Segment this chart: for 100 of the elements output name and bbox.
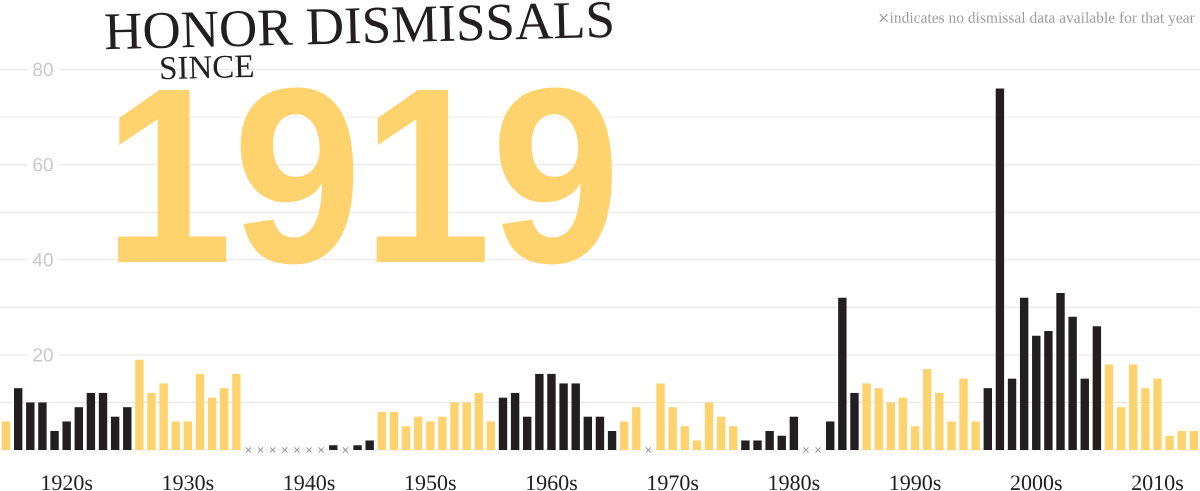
bar <box>123 407 132 450</box>
x-tick-label: 1930s <box>163 475 214 491</box>
bar <box>50 430 59 450</box>
x-tick-label: 1960s <box>527 475 577 491</box>
bar <box>910 426 920 450</box>
bar <box>62 421 71 450</box>
bar <box>1044 331 1053 450</box>
bar <box>1 421 11 450</box>
bar <box>656 383 665 450</box>
bar <box>498 397 508 450</box>
x-tick-label: 1980s <box>769 475 820 491</box>
bar <box>232 373 241 450</box>
bar <box>183 421 193 450</box>
bar <box>838 297 847 450</box>
x-tick-label: 1990s <box>890 475 941 491</box>
bar <box>607 430 617 450</box>
bar <box>171 421 180 450</box>
bar <box>632 407 641 450</box>
bar <box>1068 316 1077 450</box>
bar <box>26 402 35 450</box>
bar <box>753 440 762 450</box>
bar <box>135 359 144 450</box>
bar <box>704 402 714 450</box>
bar <box>353 445 362 450</box>
bar <box>1056 293 1065 450</box>
bar <box>886 402 896 450</box>
x-tick-label: 1940s <box>284 475 335 491</box>
bar <box>413 416 423 450</box>
bar <box>510 392 520 450</box>
bar <box>1177 430 1186 450</box>
bar <box>559 383 568 450</box>
annotation: 1919 <box>118 87 612 265</box>
bar <box>716 416 726 450</box>
bar <box>619 421 629 450</box>
bar <box>98 392 108 450</box>
bar <box>474 392 483 450</box>
bar <box>826 421 835 450</box>
bar <box>1153 378 1162 450</box>
bar <box>220 388 229 450</box>
chart-subtitle: SINCE <box>161 55 253 80</box>
bar <box>571 383 580 450</box>
bar <box>765 430 774 450</box>
bar <box>207 397 217 450</box>
bar <box>1007 378 1017 450</box>
bar <box>1080 378 1089 450</box>
bar <box>1116 407 1126 450</box>
bar <box>1165 435 1174 450</box>
bar <box>850 392 859 450</box>
bar <box>535 373 544 450</box>
bar <box>74 407 83 450</box>
bar <box>1129 364 1138 450</box>
bar <box>959 378 968 450</box>
bar <box>729 426 738 450</box>
bar <box>1092 326 1102 450</box>
bar <box>971 421 980 450</box>
bar <box>983 388 992 450</box>
chart-title: HONOR DISMISSALS <box>105 2 612 50</box>
x-tick-label: 1950s <box>405 475 456 491</box>
bar <box>38 402 47 450</box>
bar <box>922 369 932 450</box>
bar <box>523 416 532 450</box>
bar <box>1189 430 1199 450</box>
x-tick-label: 1970s <box>648 475 699 491</box>
bar <box>741 440 750 450</box>
bar <box>1141 388 1150 450</box>
bar <box>680 426 689 450</box>
bar <box>462 402 471 450</box>
bar <box>486 421 496 450</box>
bar <box>86 392 96 450</box>
bar <box>777 435 786 450</box>
bar <box>995 88 1005 450</box>
x-tick-label: 2010s <box>1132 475 1183 491</box>
bar <box>195 373 205 450</box>
bar <box>365 440 374 450</box>
bar <box>668 407 677 450</box>
bar <box>13 388 23 450</box>
bar <box>935 392 944 450</box>
bar <box>426 421 435 450</box>
bar <box>329 445 338 450</box>
legend-label: indicates no dismissal data available for that year <box>889 11 1195 27</box>
bar <box>947 421 956 450</box>
bar <box>898 397 908 450</box>
bar <box>438 416 447 450</box>
bar <box>595 416 605 450</box>
bar <box>450 402 459 450</box>
bar <box>110 416 120 450</box>
bar <box>862 383 871 450</box>
x-tick-label: 1920s <box>42 475 93 491</box>
bar <box>1104 364 1114 450</box>
bar <box>874 388 883 450</box>
bar <box>401 426 411 450</box>
bar <box>389 411 399 450</box>
bar <box>1032 335 1041 450</box>
bar <box>159 383 168 450</box>
bar <box>789 416 799 450</box>
bar <box>583 416 593 450</box>
bar <box>692 440 702 450</box>
bar <box>147 392 156 450</box>
bar <box>1019 297 1029 450</box>
x-tick-label: 2000s <box>1010 475 1062 491</box>
